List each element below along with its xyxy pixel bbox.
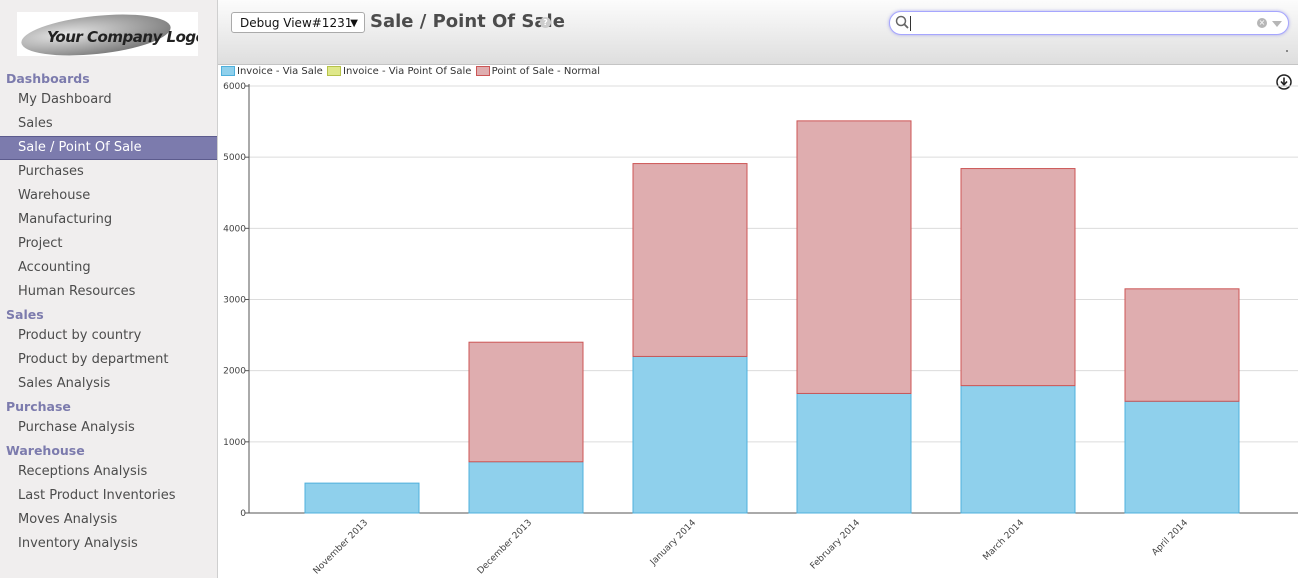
x-tick-label: November 2013 [312,518,370,576]
menu-section-warehouse: Warehouse [6,443,85,458]
sidebar-item-product-by-department[interactable]: Product by department [18,352,169,367]
sidebar-menu: Dashboards My Dashboard Sales Sale / Poi… [0,68,217,556]
bar-invoice-via-sale [796,392,912,514]
sidebar-item-sale-point-of-sale[interactable]: Sale / Point Of Sale [0,136,217,160]
menu-section-sales: Sales [6,307,44,322]
x-tick-label: March 2014 [981,518,1026,563]
x-tick-label: February 2014 [809,518,863,572]
search-options-chevron-down-icon[interactable] [1272,21,1282,27]
legend-item-invoice-via-sale[interactable]: Invoice - Via Sale [221,66,323,77]
sidebar-item-sales-analysis[interactable]: Sales Analysis [18,376,111,391]
bar-invoice-via-sale [468,461,584,514]
sidebar-item-last-product-inventories[interactable]: Last Product Inventories [18,488,176,503]
y-tick-label: 0 [240,509,246,519]
chart-area: Invoice - Via Sale Invoice - Via Point O… [218,65,1298,578]
sidebar-item-receptions-analysis[interactable]: Receptions Analysis [18,464,148,479]
sidebar-item-accounting[interactable]: Accounting [18,260,91,275]
bar-point-of-sale-normal [632,163,748,357]
x-tick-label: January 2014 [648,518,698,568]
x-tick-label: April 2014 [1150,518,1190,558]
legend-item-point-of-sale-normal[interactable]: Point of Sale - Normal [475,66,601,77]
sidebar-item-product-by-country[interactable]: Product by country [18,328,142,343]
sidebar-item-warehouse[interactable]: Warehouse [18,188,91,203]
legend-label: Point of Sale - Normal [491,66,601,77]
stacked-bar-chart: 0 1000 2000 3000 4000 5000 6000 November 2013 De… [223,82,1298,576]
legend-label: Invoice - Via Point Of Sale [343,66,472,77]
legend-label: Invoice - Via Sale [237,66,323,77]
y-tick-label: 6000 [223,82,246,92]
caret-down-icon: ▼ [350,18,358,29]
sidebar: Your Company Logo Dashboards My Dashboar… [0,0,218,578]
legend-swatch [475,66,490,76]
view-select[interactable]: Debug View#1231 ▼ [231,12,365,33]
top-header: Debug View#1231 ▼ Sale / Point Of Sale ?… [218,0,1298,65]
sidebar-item-manufacturing[interactable]: Manufacturing [18,212,113,227]
menu-section-purchase: Purchase [6,399,71,414]
bar-point-of-sale-normal [1124,288,1240,402]
search-icon [895,15,909,29]
legend-swatch [221,66,235,76]
sidebar-item-moves-analysis[interactable]: Moves Analysis [18,512,118,527]
page-title: Sale / Point Of Sale [370,11,565,32]
chart-legend: Invoice - Via Sale Invoice - Via Point O… [221,66,601,77]
logo-text: Your Company Logo [47,28,198,46]
help-icon[interactable]: ? [540,17,551,28]
bar-invoice-via-sale [304,482,420,514]
bar-invoice-via-sale [1124,400,1240,514]
y-tick-label: 4000 [223,224,246,234]
sidebar-item-inventory-analysis[interactable]: Inventory Analysis [18,536,138,551]
sidebar-item-human-resources[interactable]: Human Resources [18,284,136,299]
sidebar-item-purchases[interactable]: Purchases [18,164,84,179]
y-tick-label: 5000 [223,153,246,163]
clear-search-icon[interactable]: × [1257,18,1267,28]
bar-point-of-sale-normal [796,120,912,394]
company-logo[interactable]: Your Company Logo [17,12,198,56]
menu-section-dashboards: Dashboards [6,71,90,86]
y-tick-label: 1000 [223,438,246,448]
sidebar-item-purchase-analysis[interactable]: Purchase Analysis [18,420,135,435]
bar-point-of-sale-normal [960,168,1076,387]
y-tick-label: 3000 [223,296,246,306]
y-tick-label: 2000 [223,367,246,377]
bar-point-of-sale-normal [468,341,584,463]
legend-item-invoice-via-point-of-sale[interactable]: Invoice - Via Point Of Sale [327,66,471,77]
bar-invoice-via-sale [632,355,748,514]
sidebar-item-my-dashboard[interactable]: My Dashboard [18,92,112,107]
view-select-value: Debug View#1231 [240,16,353,30]
x-tick-label: December 2013 [476,518,534,576]
sidebar-item-project[interactable]: Project [18,236,63,251]
legend-swatch [327,66,342,76]
header-dot [1286,50,1288,52]
sidebar-item-sales[interactable]: Sales [18,116,53,131]
bar-invoice-via-sale [960,385,1076,514]
search-text-cursor [910,16,911,31]
search-input[interactable]: × [889,11,1289,35]
